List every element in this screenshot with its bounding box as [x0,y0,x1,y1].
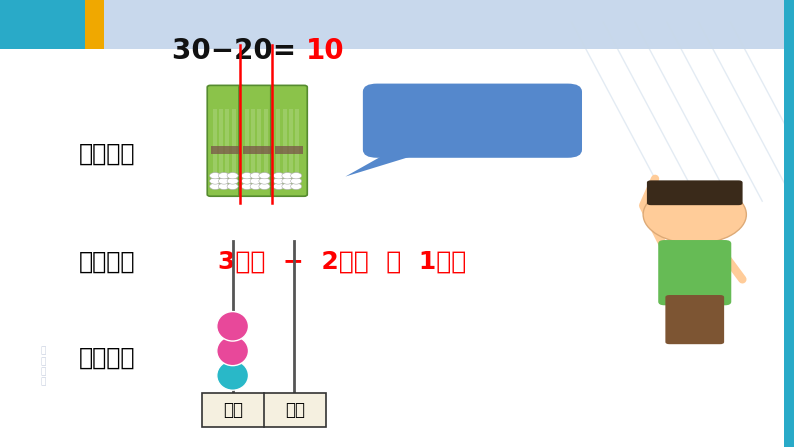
FancyBboxPatch shape [275,146,303,154]
FancyBboxPatch shape [219,109,223,178]
Circle shape [218,178,229,184]
FancyBboxPatch shape [0,0,794,49]
Circle shape [210,173,221,179]
FancyBboxPatch shape [0,0,85,49]
Circle shape [210,178,221,184]
Circle shape [291,183,302,190]
Circle shape [282,183,293,190]
FancyBboxPatch shape [202,393,326,427]
FancyBboxPatch shape [647,180,742,205]
Circle shape [259,178,270,184]
Text: 10: 10 [306,38,345,65]
Circle shape [218,173,229,179]
FancyBboxPatch shape [207,85,244,196]
FancyBboxPatch shape [363,84,582,158]
FancyBboxPatch shape [665,295,724,344]
FancyBboxPatch shape [289,109,293,178]
Circle shape [241,183,252,190]
Circle shape [227,178,238,184]
Circle shape [259,183,270,190]
Polygon shape [345,150,433,177]
Ellipse shape [217,336,249,366]
FancyBboxPatch shape [271,85,307,196]
Text: 3个十  −  2个十  ＝  1个十: 3个十 − 2个十 ＝ 1个十 [218,249,467,274]
Circle shape [291,178,302,184]
Text: 方法一：: 方法一： [79,142,136,166]
Circle shape [218,183,229,190]
Circle shape [250,173,261,179]
Circle shape [227,183,238,190]
Text: 十位: 十位 [223,401,243,419]
FancyBboxPatch shape [784,0,794,447]
Circle shape [273,183,284,190]
FancyBboxPatch shape [225,109,229,178]
Text: 30−20=: 30−20= [172,38,306,65]
FancyBboxPatch shape [85,0,104,49]
FancyBboxPatch shape [283,109,287,178]
FancyBboxPatch shape [232,109,236,178]
Circle shape [291,173,302,179]
FancyBboxPatch shape [257,109,261,178]
Text: 为
思
想
牛: 为 思 想 牛 [41,346,46,387]
Text: 个位: 个位 [285,401,305,419]
Circle shape [259,173,270,179]
Circle shape [273,178,284,184]
FancyBboxPatch shape [213,109,217,178]
Circle shape [282,178,293,184]
Circle shape [282,173,293,179]
FancyBboxPatch shape [276,109,280,178]
FancyBboxPatch shape [251,109,255,178]
Circle shape [250,178,261,184]
Text: 方法二：: 方法二： [79,249,136,274]
Circle shape [227,173,238,179]
FancyBboxPatch shape [245,109,249,178]
FancyBboxPatch shape [243,146,272,154]
Circle shape [241,173,252,179]
Text: 你是怎样算的？: 你是怎样算的？ [429,111,516,131]
FancyBboxPatch shape [264,109,268,178]
FancyBboxPatch shape [295,109,299,178]
Ellipse shape [217,361,249,390]
Circle shape [643,186,746,244]
Circle shape [241,178,252,184]
Circle shape [250,183,261,190]
Circle shape [273,173,284,179]
FancyBboxPatch shape [658,240,731,305]
Circle shape [210,183,221,190]
FancyBboxPatch shape [211,146,240,154]
Text: 方法三：: 方法三： [79,346,136,370]
FancyBboxPatch shape [239,85,276,196]
Ellipse shape [217,312,249,341]
